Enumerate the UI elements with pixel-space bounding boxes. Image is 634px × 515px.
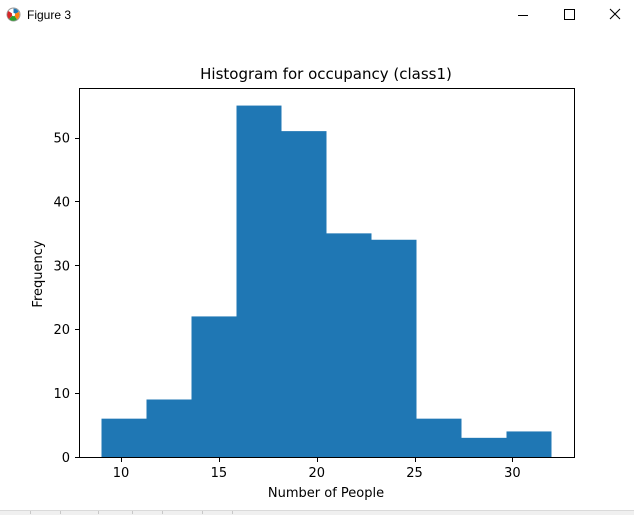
x-tick-label: 15 (211, 466, 228, 481)
histogram-bar (281, 131, 327, 457)
bottom-edge-segment (30, 511, 61, 514)
bottom-edge-segment (132, 511, 163, 514)
bottom-edge-segment (0, 511, 31, 514)
y-tick-label: 50 (53, 132, 70, 147)
bottom-edge-segment (202, 511, 233, 514)
x-axis: 10 15 20 25 30 (113, 457, 521, 481)
minimize-button[interactable] (500, 0, 546, 30)
x-tick-label: 30 (504, 466, 521, 481)
x-tick-label: 25 (406, 466, 423, 481)
window-bottom-edge (0, 510, 634, 515)
histogram-bar (101, 418, 147, 457)
matplotlib-logo-icon (6, 7, 21, 22)
x-axis-label: Number of People (268, 486, 384, 501)
histogram-bar (506, 431, 552, 457)
window-title: Figure 3 (27, 8, 72, 22)
histogram-bar (191, 316, 237, 457)
y-tick-label: 30 (53, 259, 70, 274)
bars-group (101, 105, 552, 458)
histogram-bar (236, 105, 282, 458)
x-tick-label: 10 (113, 466, 130, 481)
bottom-edge-segment (162, 511, 203, 514)
histogram-chart: Histogram for occupancy (class1) 10 15 20 2… (0, 30, 634, 508)
axes-frame (79, 88, 575, 458)
y-tick-label: 10 (53, 387, 70, 402)
x-tick-label: 20 (308, 466, 325, 481)
y-tick-label: 20 (53, 323, 70, 338)
y-tick-label: 0 (62, 451, 70, 466)
close-icon (609, 8, 621, 20)
histogram-bar (371, 239, 417, 457)
bottom-edge-segment (98, 511, 133, 514)
y-axis: 0 10 20 30 40 50 (53, 132, 80, 466)
minimize-icon (518, 15, 528, 16)
window-titlebar: Figure 3 (0, 0, 634, 30)
histogram-bar (416, 418, 462, 457)
chart-title: Histogram for occupancy (class1) (200, 65, 452, 83)
bottom-edge-segment (60, 511, 99, 514)
close-button[interactable] (592, 0, 634, 30)
maximize-icon (564, 9, 575, 20)
histogram-bar (146, 399, 192, 457)
histogram-bar (326, 233, 372, 457)
y-tick-label: 40 (53, 195, 70, 210)
maximize-button[interactable] (546, 0, 592, 30)
histogram-bar (461, 437, 507, 457)
y-axis-label: Frequency (31, 240, 46, 307)
